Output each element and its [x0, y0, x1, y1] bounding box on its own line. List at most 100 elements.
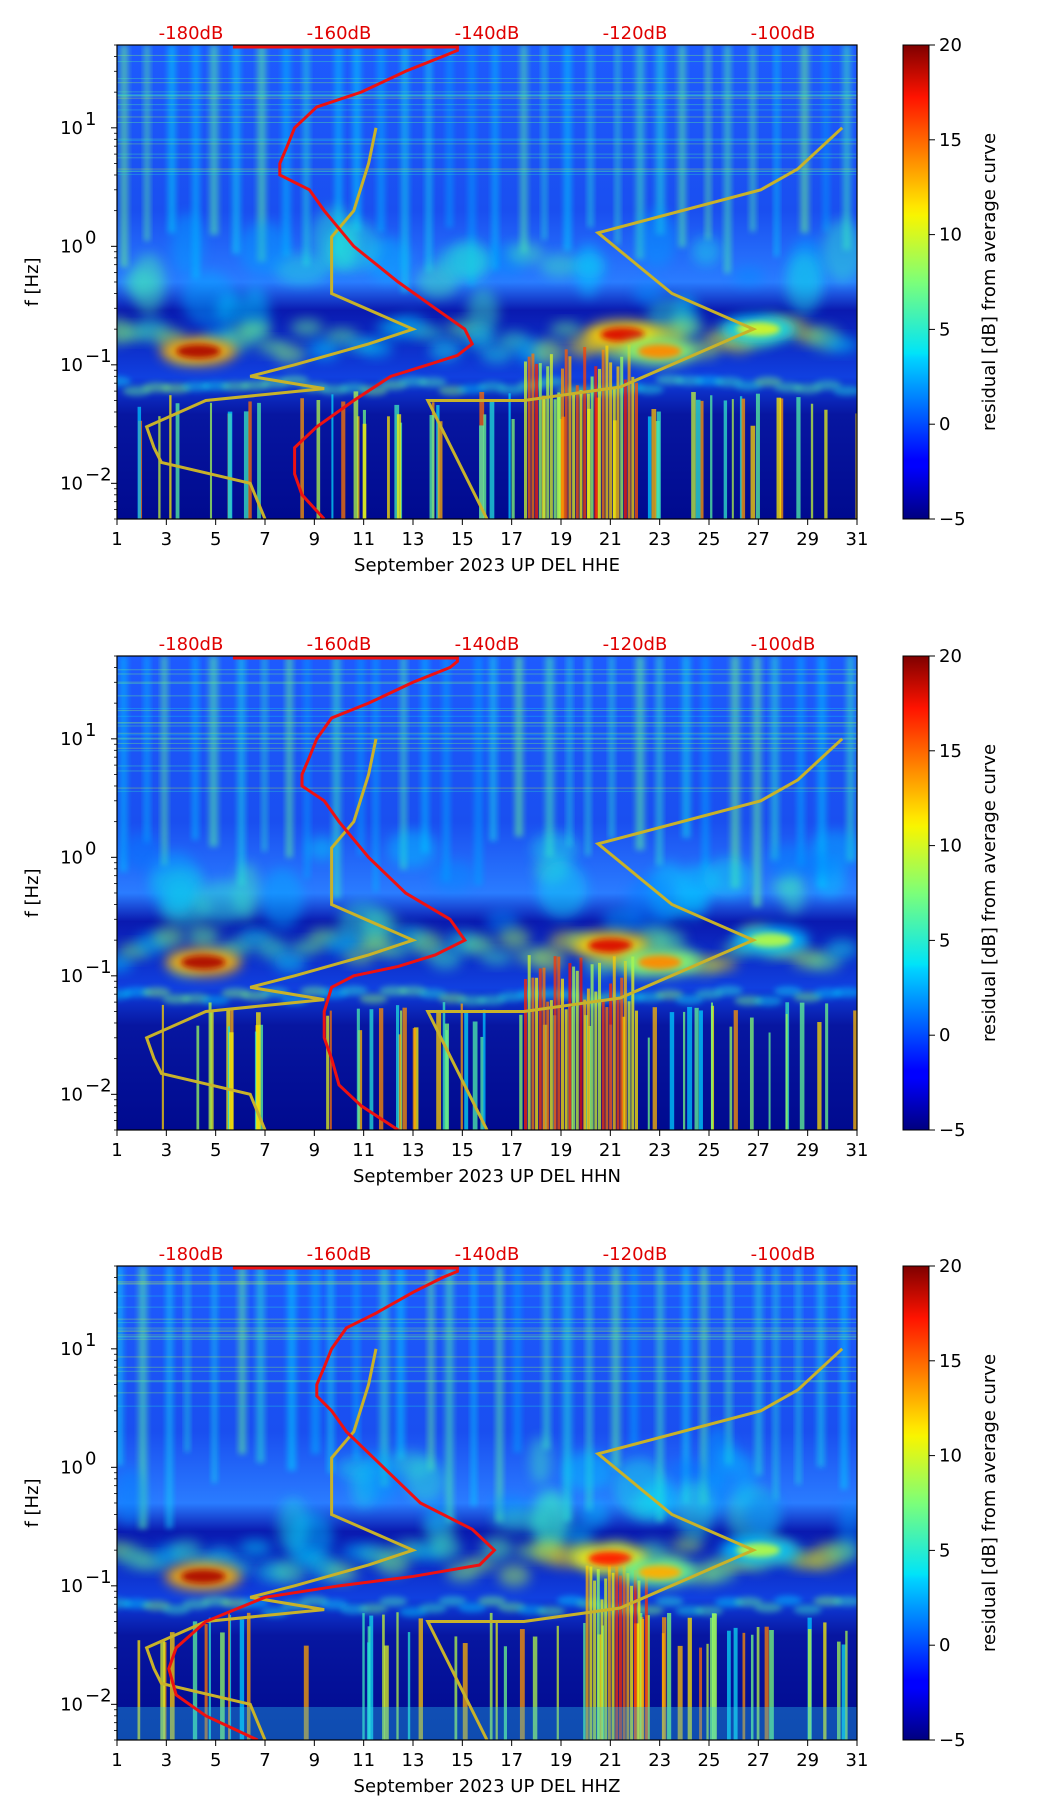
microseism-cloud — [637, 209, 677, 269]
transient-spike — [362, 423, 367, 519]
low-band — [773, 1595, 802, 1606]
microseism-cloud — [196, 880, 249, 924]
x-axis-title: September 2023 UP DEL HHN — [353, 1166, 621, 1187]
transient-spike — [436, 1009, 442, 1130]
db-scale-label: -100dB — [751, 23, 816, 44]
noise-stripe — [705, 45, 711, 240]
transient-spike — [698, 1010, 703, 1130]
noise-stripe — [377, 45, 385, 233]
transient-spike — [300, 398, 304, 519]
colorbar-tick-label: 0 — [939, 1025, 950, 1046]
noise-stripe — [520, 45, 528, 254]
low-band — [754, 1602, 783, 1613]
storm-column — [623, 960, 627, 1130]
low-band — [833, 385, 857, 396]
noise-stripe — [773, 1266, 779, 1501]
transient-spike — [503, 1646, 508, 1740]
y-tick-label: 10 — [60, 1339, 83, 1360]
harmonic-line — [117, 121, 857, 123]
transient-spike — [841, 1644, 846, 1740]
harmonic-line — [117, 1366, 857, 1368]
colorbar — [902, 44, 930, 520]
x-tick-label: 13 — [402, 529, 425, 550]
transient-spike — [239, 1619, 245, 1740]
transient-spike — [246, 1612, 251, 1740]
hot-spot — [637, 1565, 682, 1580]
x-tick-label: 21 — [599, 1750, 622, 1771]
harmonic-line — [117, 138, 857, 140]
transient-spike — [739, 396, 743, 519]
storm-column — [572, 393, 576, 519]
transient-spike — [137, 1640, 141, 1740]
harmonic-line — [117, 1356, 857, 1358]
hot-spot — [181, 955, 226, 970]
microseism-cloud — [682, 885, 710, 911]
transient-spike — [227, 411, 233, 519]
hot-spot — [588, 1551, 633, 1566]
low-band — [418, 1603, 447, 1614]
storm-column — [575, 385, 579, 519]
harmonic-line — [117, 91, 857, 93]
storm-column — [644, 1569, 648, 1740]
low-band — [117, 376, 131, 387]
transient-spike — [227, 1026, 231, 1130]
noise-stripe — [630, 1266, 638, 1448]
transient-spike — [331, 394, 334, 519]
noise-stripe — [334, 45, 343, 255]
noise-stripe — [352, 45, 361, 231]
storm-column — [596, 1569, 600, 1740]
noise-stripe — [425, 45, 433, 273]
x-tick-label: 9 — [309, 1140, 320, 1161]
noise-stripe — [257, 45, 267, 262]
colorbar-tick-label: −5 — [939, 1120, 966, 1141]
low-band — [675, 375, 704, 386]
low-band — [359, 1603, 388, 1614]
storm-column — [527, 955, 531, 1130]
noise-stripe — [700, 1266, 708, 1504]
storm-column — [586, 393, 590, 519]
storm-column — [527, 356, 531, 519]
microseism-cloud — [123, 269, 158, 297]
harmonic-line — [117, 1281, 857, 1283]
noise-stripe — [311, 1266, 320, 1454]
transient-spike — [768, 1032, 771, 1130]
x-tick-label: 11 — [352, 1140, 375, 1161]
harmonic-line — [117, 738, 857, 740]
microseism-band — [498, 1563, 531, 1588]
microseism-cloud — [405, 1460, 445, 1503]
average-psd-line — [278, 45, 475, 519]
microseism-cloud — [485, 909, 520, 933]
storm-column — [594, 366, 598, 519]
microseism-cloud — [703, 1425, 734, 1489]
transient-spike — [769, 1630, 774, 1740]
transient-spike — [257, 402, 261, 519]
microseism-band — [480, 950, 513, 966]
noise-stripe — [795, 1266, 802, 1485]
transient-spike — [639, 1613, 643, 1740]
transient-spike — [694, 1007, 699, 1130]
noise-stripe — [491, 45, 499, 270]
microseism-cloud — [359, 1452, 401, 1504]
storm-column — [616, 998, 620, 1130]
harmonic-line — [117, 765, 857, 767]
noise-stripe — [471, 1266, 477, 1507]
storm-column — [631, 956, 635, 1130]
microseism-cloud — [626, 874, 673, 934]
storm-column — [531, 353, 535, 519]
transient-spike — [479, 425, 484, 519]
colorbar-tick-label: 10 — [939, 225, 962, 246]
transient-spike — [489, 1612, 493, 1740]
storm-column — [633, 1570, 637, 1740]
noise-stripe — [817, 1266, 825, 1468]
storm-column — [623, 379, 627, 519]
noise-stripe — [144, 45, 150, 242]
x-tick-label: 23 — [648, 529, 671, 550]
transient-spike — [175, 403, 180, 519]
harmonic-line — [117, 1334, 857, 1336]
hot-spot — [637, 955, 682, 970]
colorbar-tick-label: 10 — [939, 836, 962, 857]
hot-spot — [748, 933, 793, 948]
transient-spike — [378, 1008, 384, 1130]
harmonic-line — [117, 1336, 857, 1338]
